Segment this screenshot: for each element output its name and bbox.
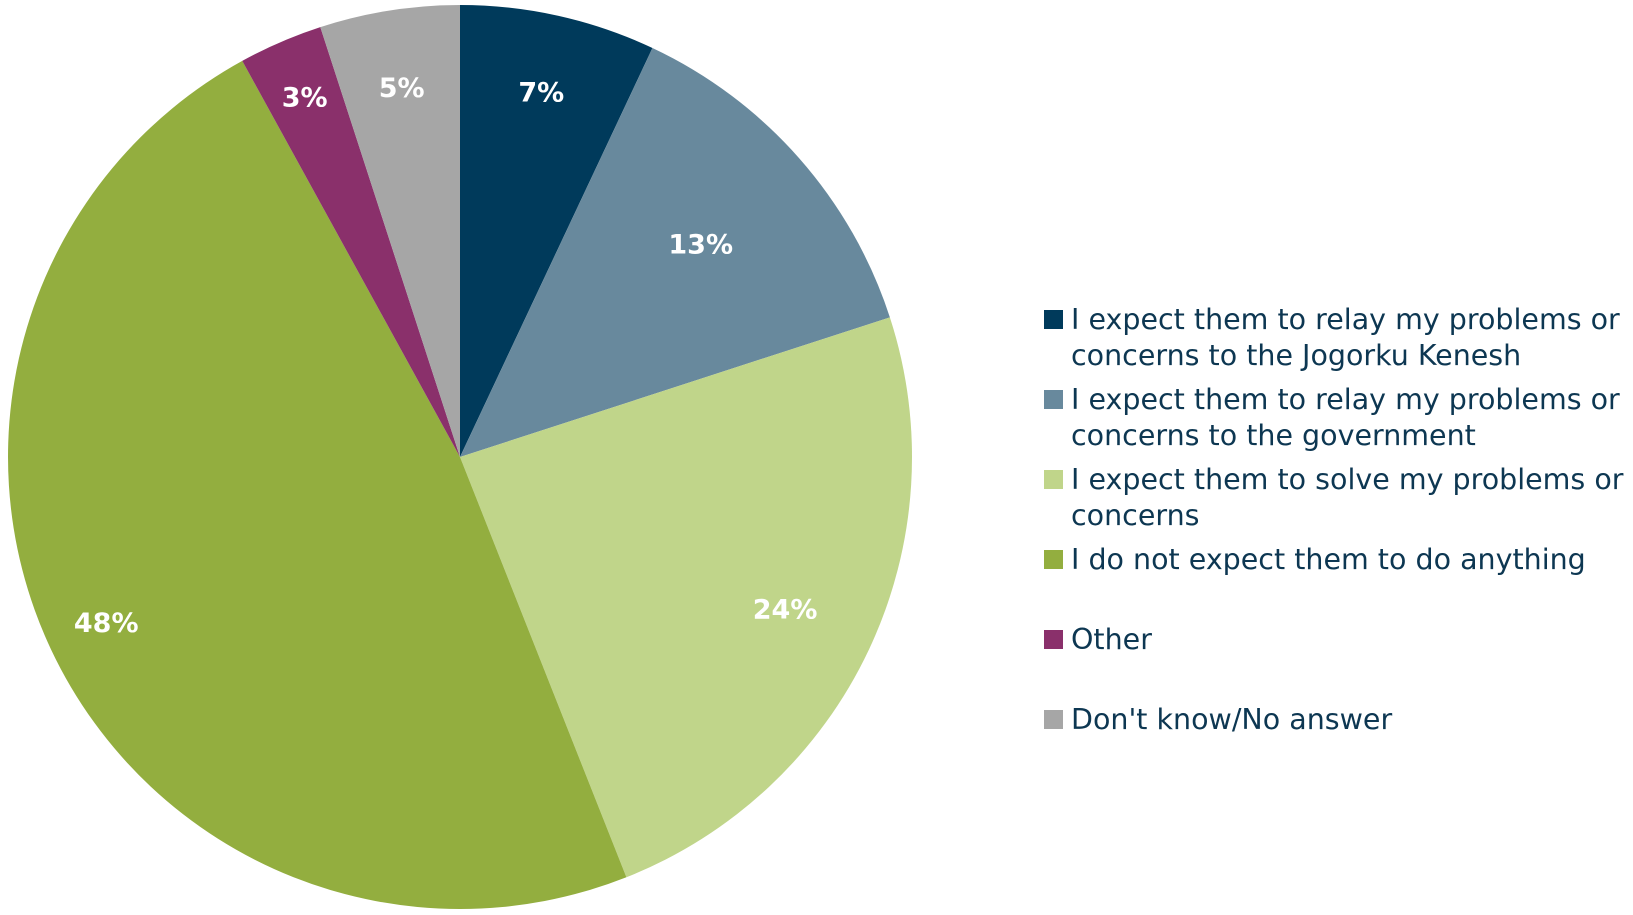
legend-swatch-2 xyxy=(1044,390,1063,409)
legend-item-5: Other xyxy=(1044,622,1629,702)
legend-item-1: I expect them to relay my problems or co… xyxy=(1044,302,1629,382)
pie-data-label-3: 24% xyxy=(753,595,818,626)
legend-swatch-1 xyxy=(1044,310,1063,329)
legend-label-3: I expect them to solve my problems or co… xyxy=(1071,463,1624,532)
pie-data-labels: 7% 13% 24% 48% 3% 5% xyxy=(74,73,818,639)
legend-item-2: I expect them to relay my problems or co… xyxy=(1044,382,1629,462)
pie-chart: 7% 13% 24% 48% 3% 5% xyxy=(8,5,913,909)
pie-slice-3 xyxy=(460,317,913,878)
pie-slice-5 xyxy=(242,27,460,458)
legend-swatch-3 xyxy=(1044,470,1063,489)
pie-data-label-4: 48% xyxy=(74,608,139,639)
legend-swatch-6 xyxy=(1044,710,1063,729)
pie-data-label-5: 3% xyxy=(282,83,328,114)
legend-label-2: I expect them to relay my problems or co… xyxy=(1071,383,1620,452)
legend-item-4: I do not expect them to do anything xyxy=(1044,542,1629,622)
pie-slice-1 xyxy=(460,5,653,457)
legend-label-5: Other xyxy=(1071,623,1152,656)
pie-data-label-2: 13% xyxy=(668,229,733,260)
legend-label-4: I do not expect them to do anything xyxy=(1071,543,1586,576)
pie-slice-4 xyxy=(8,60,627,909)
legend-swatch-4 xyxy=(1044,550,1063,569)
pie-slice-6 xyxy=(320,5,460,457)
pie-data-label-6: 5% xyxy=(379,73,425,104)
pie-slices xyxy=(8,5,913,909)
chart-legend: I expect them to relay my problems or co… xyxy=(1044,302,1629,782)
legend-label-6: Don't know/No answer xyxy=(1071,703,1393,736)
pie-slice-2 xyxy=(460,48,890,458)
legend-swatch-5 xyxy=(1044,630,1063,649)
legend-label-1: I expect them to relay my problems or co… xyxy=(1071,303,1620,372)
legend-item-6: Don't know/No answer xyxy=(1044,702,1629,782)
pie-data-label-1: 7% xyxy=(518,78,564,109)
legend-item-3: I expect them to solve my problems or co… xyxy=(1044,462,1629,542)
